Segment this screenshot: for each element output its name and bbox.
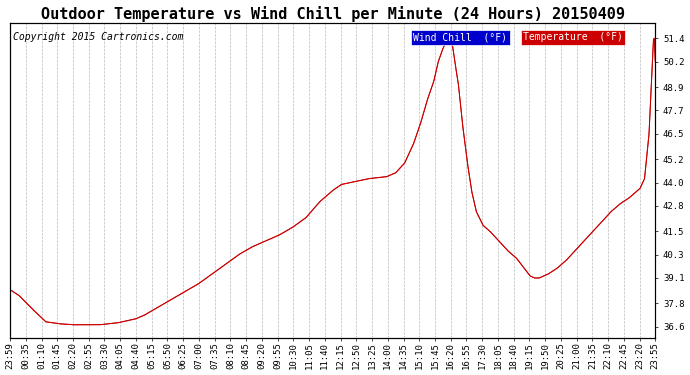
Text: Temperature  (°F): Temperature (°F) [523, 32, 623, 42]
Title: Outdoor Temperature vs Wind Chill per Minute (24 Hours) 20150409: Outdoor Temperature vs Wind Chill per Mi… [41, 6, 624, 21]
Text: Wind Chill  (°F): Wind Chill (°F) [413, 32, 507, 42]
Text: Copyright 2015 Cartronics.com: Copyright 2015 Cartronics.com [13, 32, 184, 42]
